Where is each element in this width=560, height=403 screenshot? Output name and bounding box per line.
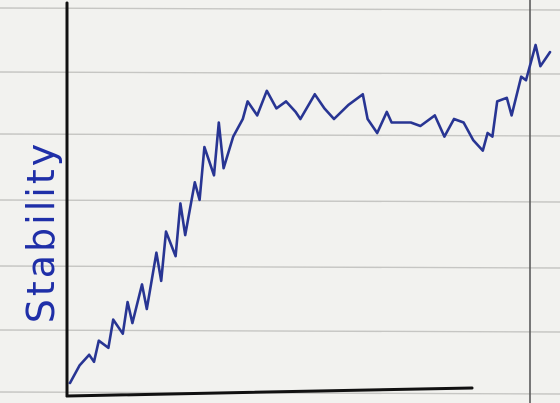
axes — [65, 1, 474, 398]
y-axis-label: Stability — [19, 141, 63, 324]
ruled-line — [0, 265, 560, 269]
x-axis-line — [65, 386, 474, 398]
ruled-line — [0, 71, 560, 75]
ruled-line — [0, 133, 560, 137]
ruled-line — [0, 199, 560, 203]
series-line — [68, 43, 552, 385]
ruled-lines — [0, 7, 560, 395]
ruled-line — [0, 329, 560, 333]
plot-area — [68, 43, 552, 385]
ruled-line — [0, 7, 560, 11]
